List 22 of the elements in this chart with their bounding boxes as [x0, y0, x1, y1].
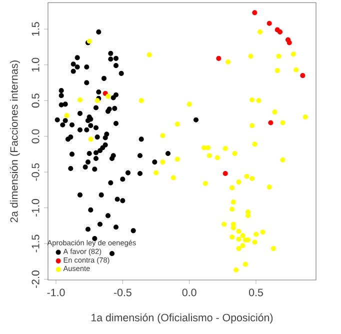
y-tick-label: -0.5: [32, 163, 40, 181]
y-tick-label: 1.0: [32, 58, 40, 72]
y-tick-label: -1.0: [32, 199, 40, 217]
y-tick-label: -1.5: [32, 234, 40, 252]
x-tick-label: -1.0: [47, 288, 65, 296]
x-tick-label: 0.0: [182, 288, 196, 296]
point: [252, 10, 258, 16]
point: [266, 20, 272, 26]
y-tick-label: 0.5: [32, 94, 40, 108]
point: [300, 73, 306, 78]
y-tick-label: 1.5: [32, 22, 40, 36]
x-tick-label: 0.5: [249, 288, 263, 296]
point: [286, 40, 292, 46]
point: [216, 56, 222, 61]
y-tick-label: 0.0: [32, 129, 40, 144]
point: [277, 29, 283, 34]
x-tick-label: -0.5: [114, 288, 132, 296]
point: [268, 120, 274, 126]
y-axis-title: 2a dimensión (Facciones internas): [10, 60, 20, 222]
point: [222, 170, 228, 176]
x-axis-title: 1a dimensión (Oficialismo - Oposición): [92, 313, 273, 324]
y-tick-label: -2.0: [32, 270, 40, 288]
